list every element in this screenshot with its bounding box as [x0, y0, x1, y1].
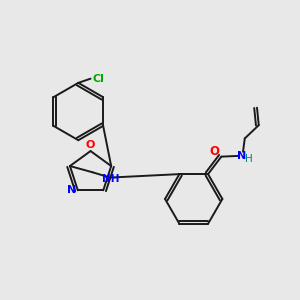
- Text: N: N: [237, 151, 246, 161]
- Text: O: O: [86, 140, 95, 151]
- Text: N: N: [67, 185, 76, 195]
- Text: Cl: Cl: [92, 74, 104, 84]
- Text: H: H: [245, 154, 253, 164]
- Text: NH: NH: [102, 173, 119, 184]
- Text: O: O: [209, 145, 219, 158]
